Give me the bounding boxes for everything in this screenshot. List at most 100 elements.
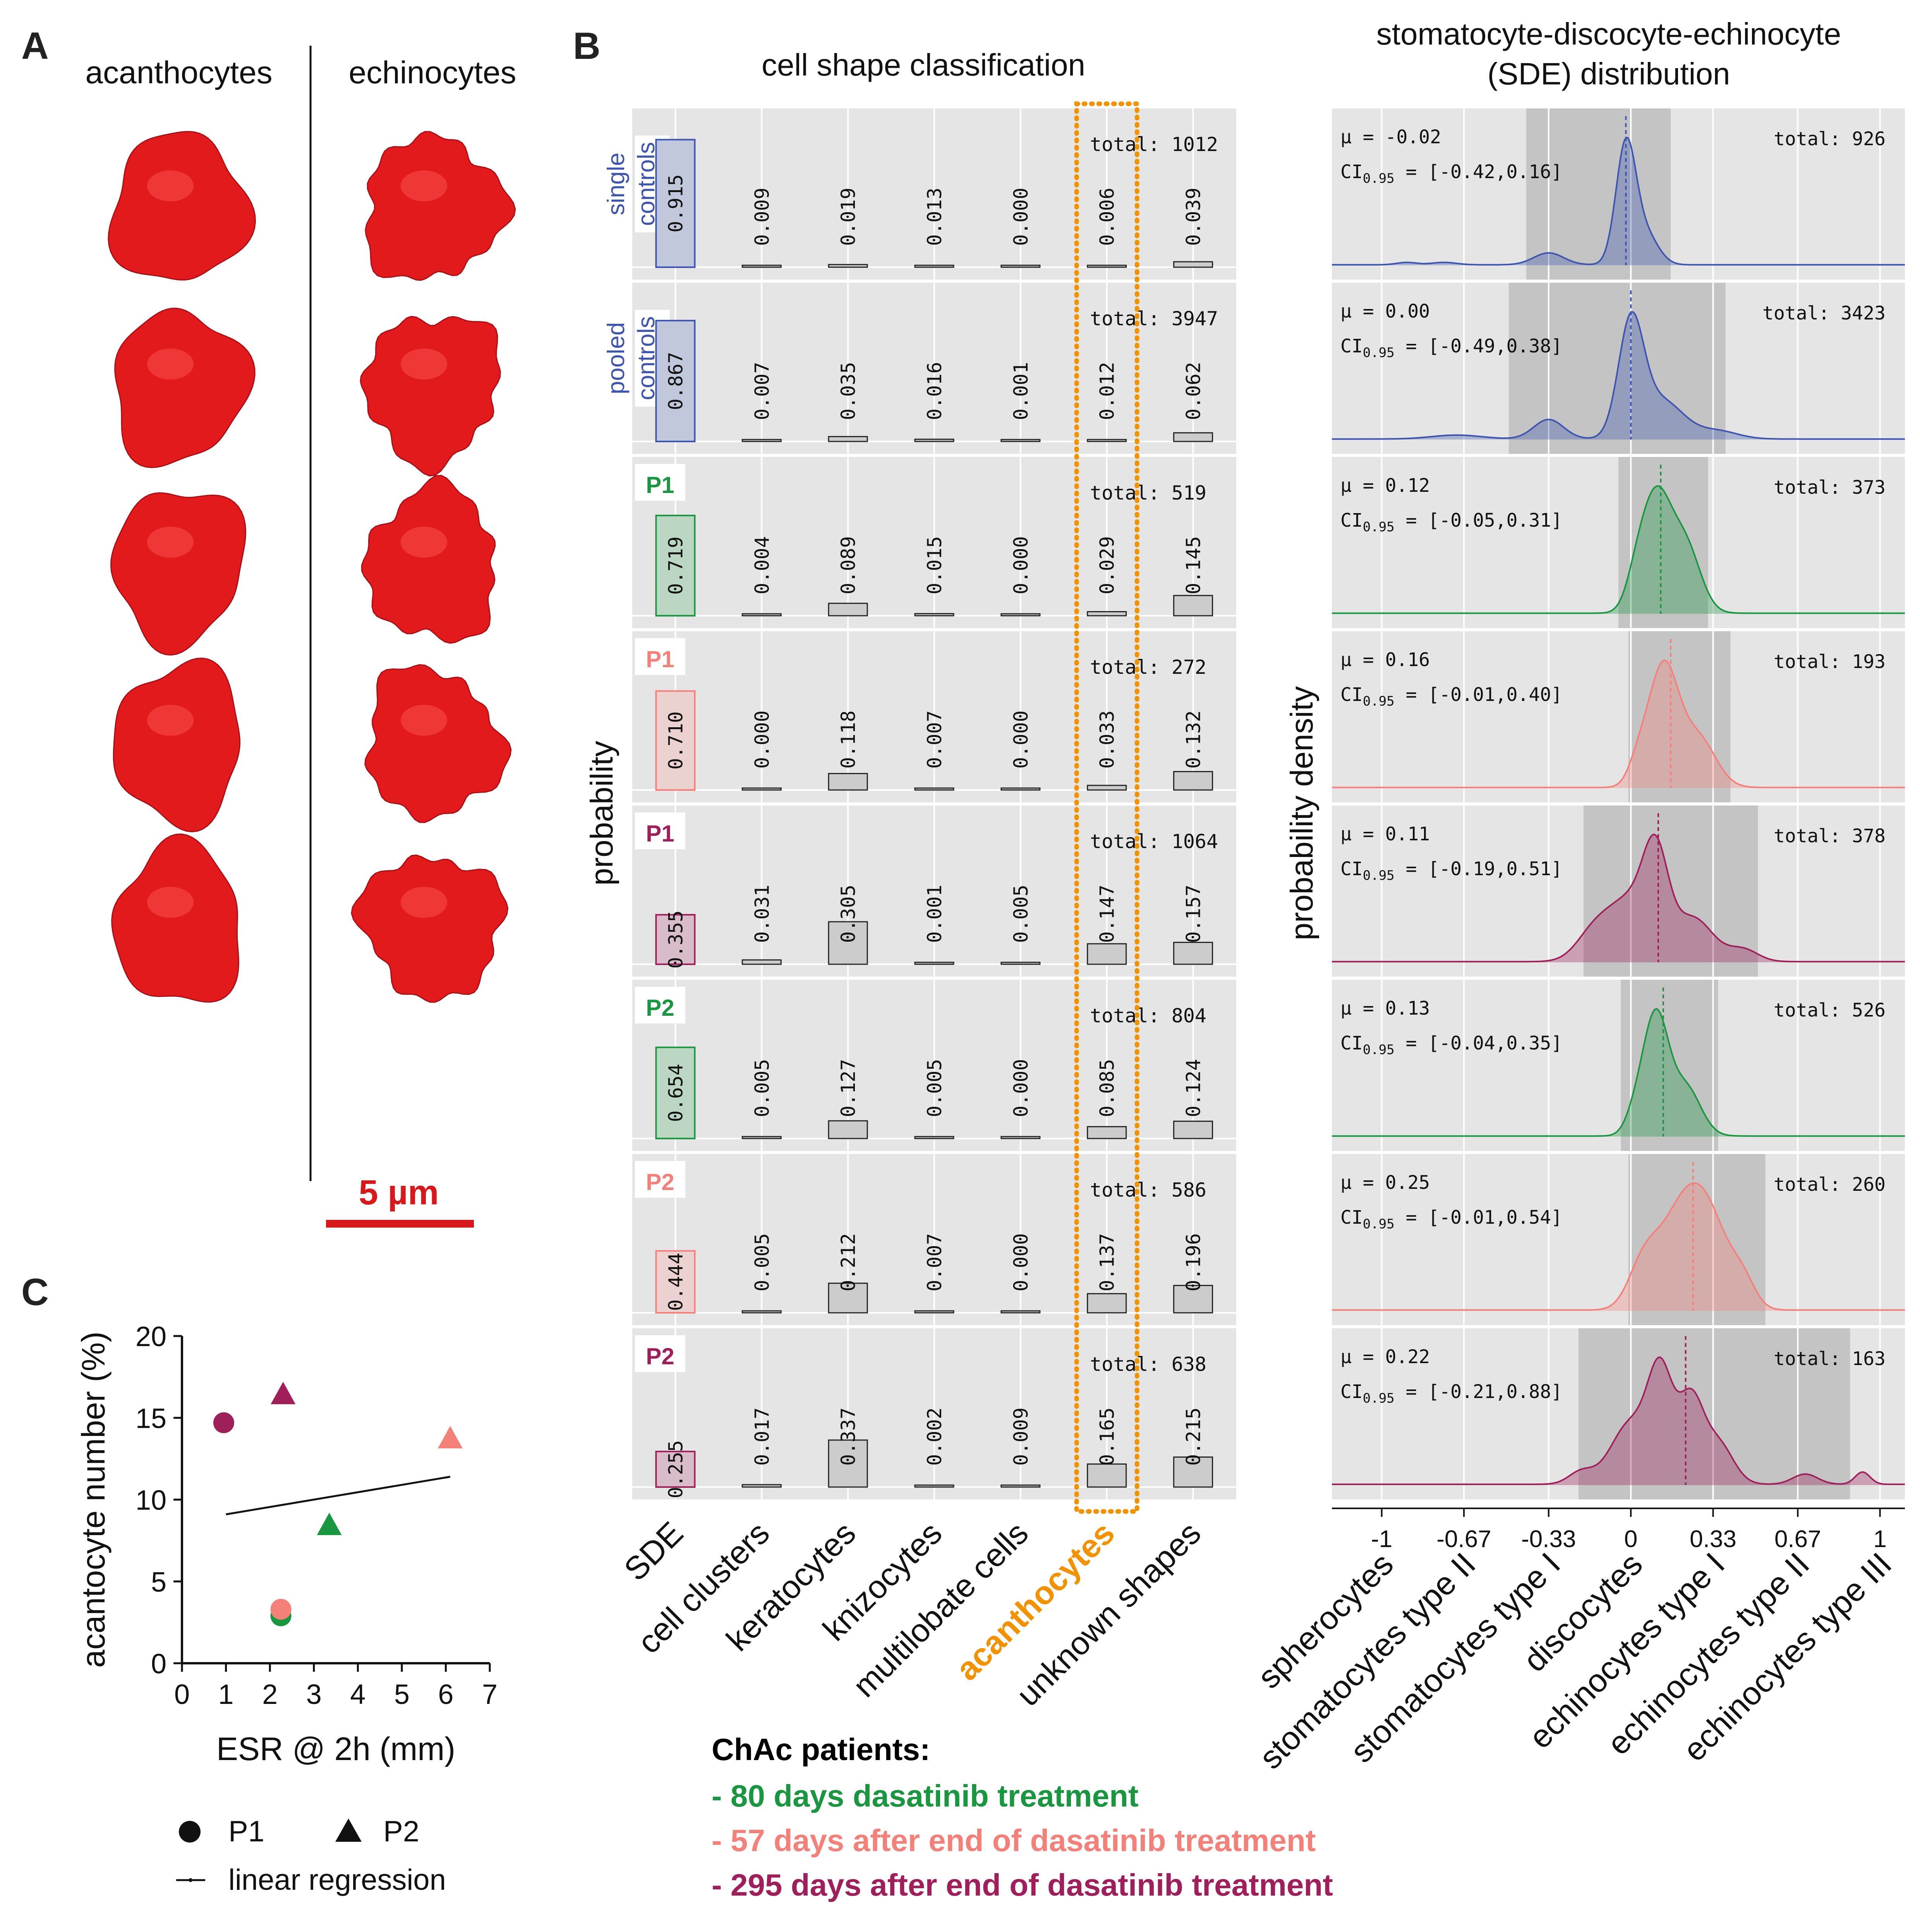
bar-value-label: 0.006 xyxy=(1096,187,1119,246)
bar-value-label: 0.000 xyxy=(1010,536,1032,594)
y-tick-label: 10 xyxy=(136,1485,166,1516)
ci-subscript: 0.95 xyxy=(1363,171,1395,186)
bar xyxy=(914,438,954,442)
cell-highlight xyxy=(401,887,447,918)
echinocyte-cell xyxy=(351,854,509,1003)
row-label: P1 xyxy=(646,646,674,672)
bar xyxy=(1173,1120,1213,1139)
legend-regression-label: linear regression xyxy=(228,1863,446,1896)
density-line xyxy=(1332,1008,1905,1137)
row-label: P2 xyxy=(646,995,674,1021)
bar xyxy=(828,1439,868,1488)
row-label: P1 xyxy=(646,821,674,847)
cell-highlight xyxy=(147,170,194,201)
row-label-box xyxy=(635,638,685,675)
row-total: total: 3947 xyxy=(1090,307,1218,330)
bar xyxy=(914,1484,954,1488)
cell-highlight xyxy=(401,527,447,558)
bar xyxy=(1087,1463,1127,1488)
bar-value-label: 0.867 xyxy=(664,352,687,410)
ci-range: = [-0.05,0.31] xyxy=(1395,510,1562,531)
x-tick-label: 1 xyxy=(1873,1526,1886,1552)
patients-legend: ChAc patients: - 80 days dasatinib treat… xyxy=(712,1732,1333,1902)
bar-value-label: 0.033 xyxy=(1096,710,1119,769)
bar-value-label: 0.124 xyxy=(1182,1059,1205,1117)
density-line xyxy=(1332,833,1905,963)
bar xyxy=(828,1283,868,1314)
ci-range: = [-0.01,0.40] xyxy=(1395,684,1562,706)
bar xyxy=(741,439,782,442)
bar xyxy=(741,787,782,791)
ci-subscript: 0.95 xyxy=(1363,519,1395,535)
mean-label: μ = 0.16 xyxy=(1340,649,1430,671)
row-label-box xyxy=(635,1161,685,1198)
sde-ylabel: probability density xyxy=(1284,686,1319,940)
x-tick-label: 0 xyxy=(174,1679,190,1710)
density-line xyxy=(1332,1356,1905,1485)
bar-value-label: 0.000 xyxy=(751,710,773,769)
bar-value-label: 0.118 xyxy=(837,710,860,769)
mean-label: μ = 0.00 xyxy=(1340,301,1430,322)
legend-p2-label: P2 xyxy=(383,1815,419,1848)
bar-value-label: 0.012 xyxy=(1096,362,1119,420)
density-line xyxy=(1332,311,1905,440)
mean-label: μ = 0.12 xyxy=(1340,475,1430,496)
row-total: total: 378 xyxy=(1774,825,1886,847)
ci-symbol: CI xyxy=(1340,858,1363,880)
bar xyxy=(914,264,954,268)
bar-value-label: 0.000 xyxy=(1010,187,1032,246)
row-label: P2 xyxy=(646,1169,674,1195)
ci-label: CI0.95 = [-0.01,0.54] xyxy=(1340,1207,1562,1232)
bar-value-label: 0.915 xyxy=(664,174,687,233)
density-line xyxy=(1332,136,1905,266)
density-area xyxy=(1332,1357,1905,1485)
ci-label: CI0.95 = [-0.49,0.38] xyxy=(1340,335,1562,361)
classification-ylabel: probability xyxy=(584,741,619,886)
ci-label: CI0.95 = [-0.04,0.35] xyxy=(1340,1032,1562,1058)
x-tick-label: 0.33 xyxy=(1690,1526,1736,1552)
row-total: total: 926 xyxy=(1774,128,1886,150)
ci-band xyxy=(1618,457,1708,628)
ci-label: CI0.95 = [-0.42,0.16] xyxy=(1340,161,1562,186)
bar xyxy=(1000,613,1041,617)
density-area xyxy=(1332,312,1905,440)
bar-value-label: 0.007 xyxy=(923,1233,946,1291)
bar xyxy=(1087,1293,1127,1314)
y-tick-label: 20 xyxy=(136,1321,166,1352)
scatter-point-p2 xyxy=(317,1513,342,1535)
row-total: total: 526 xyxy=(1774,999,1886,1021)
ci-subscript: 0.95 xyxy=(1363,1391,1395,1406)
scatter-point-p2 xyxy=(438,1426,463,1449)
bar-value-label: 0.719 xyxy=(664,536,687,595)
bar xyxy=(1087,1126,1127,1139)
bar xyxy=(1000,962,1041,965)
sde-title-line1: stomatocyte-discocyte-echinocyte xyxy=(1376,17,1841,51)
bar-value-label: 0.337 xyxy=(837,1407,860,1466)
row-label: P1 xyxy=(646,472,674,498)
ci-subscript: 0.95 xyxy=(1363,345,1395,361)
bar-value-label: 0.157 xyxy=(1182,884,1205,943)
bar xyxy=(1000,1310,1041,1314)
row-label-box xyxy=(635,987,685,1024)
bar xyxy=(1000,264,1041,268)
bar xyxy=(828,436,868,442)
category-label: SDE xyxy=(617,1515,690,1588)
row-label: single xyxy=(603,153,630,215)
acanthocyte-cell xyxy=(114,307,256,468)
bar xyxy=(1173,941,1213,965)
ci-band xyxy=(1583,805,1758,977)
density-line xyxy=(1332,1182,1905,1311)
bar-value-label: 0.137 xyxy=(1096,1233,1119,1291)
bar-value-label: 0.013 xyxy=(923,187,946,246)
bar-value-label: 0.017 xyxy=(751,1407,773,1466)
acanthocytes-highlight-box xyxy=(1074,101,1139,1514)
ci-subscript: 0.95 xyxy=(1363,1042,1395,1058)
ci-symbol: CI xyxy=(1340,1381,1363,1403)
bar xyxy=(914,962,954,965)
acanthocyte-cell xyxy=(110,492,247,656)
row-label: P2 xyxy=(646,1343,674,1369)
cell-gallery xyxy=(108,131,516,1003)
echinocyte-cell xyxy=(365,131,516,281)
